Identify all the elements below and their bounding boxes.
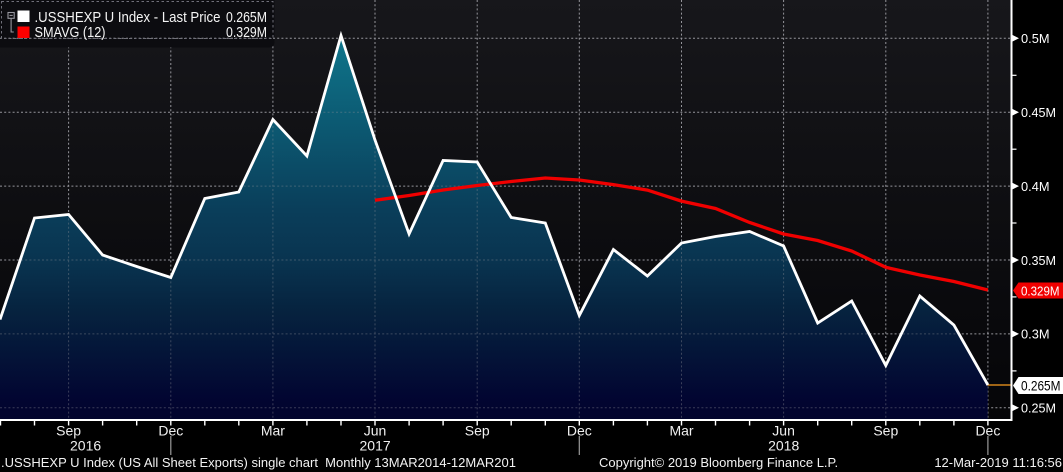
svg-text:Jun: Jun — [772, 423, 795, 439]
svg-text:Mar: Mar — [261, 423, 285, 439]
svg-text:0.25M: 0.25M — [1021, 401, 1056, 416]
svg-text:2017: 2017 — [360, 438, 391, 454]
svg-text:Jun: Jun — [364, 423, 387, 439]
svg-text:Dec: Dec — [975, 423, 1000, 439]
svg-text:0.329M: 0.329M — [1021, 284, 1060, 299]
svg-text:0.3M: 0.3M — [1021, 327, 1050, 342]
svg-text:SMAVG (12): SMAVG (12) — [35, 25, 106, 41]
svg-text:Dec: Dec — [158, 423, 183, 439]
svg-text:Sep: Sep — [873, 423, 898, 439]
svg-text:.USSHEXP U Index - Last Price: .USSHEXP U Index - Last Price — [35, 10, 221, 26]
svg-text:0.35M: 0.35M — [1021, 253, 1056, 268]
svg-text:2016: 2016 — [70, 438, 101, 454]
svg-text:Sep: Sep — [465, 423, 490, 439]
svg-text:Mar: Mar — [669, 423, 693, 439]
svg-text:0.45M: 0.45M — [1021, 105, 1056, 120]
svg-text:2018: 2018 — [768, 438, 799, 454]
svg-text:.USSHEXP U Index (US All Sheet: .USSHEXP U Index (US All Sheet Exports) … — [1, 455, 516, 470]
svg-text:0.329M: 0.329M — [226, 25, 267, 41]
svg-text:0.265M: 0.265M — [1021, 379, 1061, 394]
svg-text:Dec: Dec — [567, 423, 592, 439]
svg-text:Sep: Sep — [56, 423, 81, 439]
svg-text:0.5M: 0.5M — [1021, 31, 1050, 46]
svg-text:0.265M: 0.265M — [226, 10, 267, 26]
svg-text:0.4M: 0.4M — [1021, 179, 1050, 194]
svg-text:12-Mar-2019 11:16:56: 12-Mar-2019 11:16:56 — [934, 455, 1062, 470]
svg-text:Copyright© 2019 Bloomberg Fina: Copyright© 2019 Bloomberg Finance L.P. — [599, 455, 838, 470]
